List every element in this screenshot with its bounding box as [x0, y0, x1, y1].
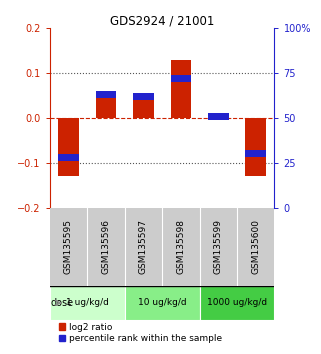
Bar	[58, 154, 79, 161]
Bar	[125, 286, 200, 320]
Bar	[170, 75, 191, 82]
Bar	[200, 286, 274, 320]
Text: dose: dose	[51, 298, 74, 308]
Text: 10 ug/kg/d: 10 ug/kg/d	[138, 298, 187, 307]
Bar	[133, 96, 154, 118]
Bar	[208, 116, 229, 118]
Bar	[246, 118, 266, 176]
Text: 1 ug/kg/d: 1 ug/kg/d	[66, 298, 108, 307]
Text: GSM135595: GSM135595	[64, 219, 73, 274]
Text: GSM135600: GSM135600	[251, 219, 260, 274]
Bar	[96, 91, 116, 98]
Bar	[96, 96, 116, 118]
Bar	[246, 150, 266, 158]
Text: GSM135599: GSM135599	[214, 219, 223, 274]
Text: 1000 ug/kg/d: 1000 ug/kg/d	[207, 298, 267, 307]
Bar	[50, 286, 125, 320]
Title: GDS2924 / 21001: GDS2924 / 21001	[110, 14, 214, 27]
Text: GSM135597: GSM135597	[139, 219, 148, 274]
Bar	[170, 60, 191, 118]
Bar	[58, 118, 79, 176]
Bar	[133, 93, 154, 100]
Legend: log2 ratio, percentile rank within the sample: log2 ratio, percentile rank within the s…	[59, 322, 222, 343]
Bar	[208, 113, 229, 120]
Text: GSM135596: GSM135596	[101, 219, 110, 274]
Text: GSM135598: GSM135598	[176, 219, 185, 274]
